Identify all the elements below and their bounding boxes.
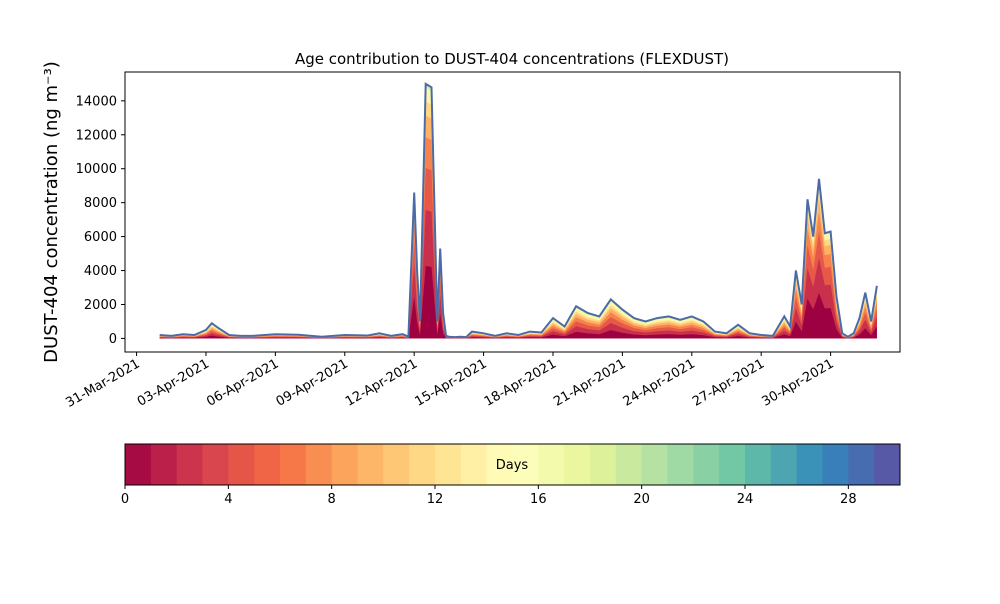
x-tick-label: 24-Apr-2021 <box>621 356 698 409</box>
age-band-area <box>159 87 877 339</box>
age-band-area <box>159 168 877 339</box>
colorbar-bin <box>822 444 849 485</box>
age-band-area <box>159 83 877 339</box>
y-tick-label: 8000 <box>84 196 117 211</box>
x-tick-label: 21-Apr-2021 <box>551 356 628 409</box>
colorbar-frame <box>124 443 901 486</box>
colorbar-bin <box>486 444 513 485</box>
colorbar-bin <box>590 444 617 485</box>
age-band-area <box>159 210 877 339</box>
y-tick-label: 2000 <box>84 298 117 313</box>
colorbar-bin <box>176 444 203 485</box>
y-tick-label: 14000 <box>76 94 117 109</box>
colorbar-bin <box>641 444 668 485</box>
age-band-area <box>159 85 877 339</box>
y-tick-label: 4000 <box>84 264 117 279</box>
colorbar-bin <box>538 444 565 485</box>
colorbar-tick-label: 24 <box>737 492 754 507</box>
colorbar-bin <box>512 444 539 485</box>
y-axis-label: DUST-404 concentration (ng m⁻³) <box>41 61 62 363</box>
x-tick-label: 09-Apr-2021 <box>274 356 351 409</box>
age-band-area <box>159 92 877 339</box>
colorbar-bin <box>770 444 798 485</box>
colorbar-bin <box>460 444 488 485</box>
colorbar-tick-label: 16 <box>530 492 547 507</box>
plot-area <box>159 82 878 339</box>
age-band-area <box>159 83 877 339</box>
colorbar-bin <box>331 444 358 485</box>
age-band-area <box>159 115 877 339</box>
plot-frame <box>124 71 901 353</box>
colorbar-bin <box>228 444 255 485</box>
x-tick-label: 12-Apr-2021 <box>343 356 420 409</box>
colorbar-bin <box>254 444 281 485</box>
age-band-area <box>159 137 877 339</box>
colorbar-label: Days <box>496 458 529 473</box>
chart-title: Age contribution to DUST-404 concentrati… <box>295 50 729 68</box>
colorbar-bin <box>874 444 901 485</box>
colorbar-tick-label: 20 <box>633 492 650 507</box>
colorbar: 0 4 8 12 16 20 24 28 <box>121 443 901 507</box>
colorbar-bin <box>796 444 823 485</box>
y-tick-label: 10000 <box>76 162 117 177</box>
colorbar-bin <box>305 444 333 485</box>
colorbar-bin <box>435 444 462 485</box>
axes: 0 2000 4000 6000 8000 10000 12000 14000 31-Mar-2… <box>63 71 901 411</box>
colorbar-tick-label: 28 <box>840 492 857 507</box>
age-band-area <box>159 84 877 339</box>
colorbar-bin <box>357 444 384 485</box>
y-tick-label: 12000 <box>76 128 117 143</box>
age-band-area <box>159 266 877 339</box>
x-tick-label: 30-Apr-2021 <box>759 356 836 409</box>
y-tick-label: 6000 <box>84 230 117 245</box>
colorbar-bin <box>280 444 307 485</box>
colorbar-bin <box>409 444 436 485</box>
colorbar-bin <box>150 444 178 485</box>
total-concentration-line <box>159 82 878 339</box>
colorbar-tick-label: 0 <box>121 492 129 507</box>
colorbar-bin <box>848 444 875 485</box>
colorbar-bin <box>719 444 746 485</box>
colorbar-bin <box>615 444 643 485</box>
x-tick-label: 18-Apr-2021 <box>482 356 559 409</box>
colorbar-bin <box>125 444 152 485</box>
colorbar-tick-label: 4 <box>224 492 232 507</box>
colorbar-bin <box>667 444 694 485</box>
colorbar-bin <box>693 444 720 485</box>
colorbar-bin <box>564 444 591 485</box>
x-tick-label: 31-Mar-2021 <box>63 356 142 410</box>
x-tick-label: 06-Apr-2021 <box>204 356 281 409</box>
age-band-area <box>159 101 877 339</box>
colorbar-tick-label: 8 <box>328 492 336 507</box>
colorbar-bin <box>745 444 772 485</box>
y-tick-label: 0 <box>109 332 117 347</box>
colorbar-bin <box>202 444 229 485</box>
x-tick-label: 27-Apr-2021 <box>690 356 767 409</box>
colorbar-bin <box>383 444 410 485</box>
x-tick-label: 03-Apr-2021 <box>135 356 212 409</box>
colorbar-tick-label: 12 <box>427 492 444 507</box>
x-tick-label: 15-Apr-2021 <box>412 356 489 409</box>
